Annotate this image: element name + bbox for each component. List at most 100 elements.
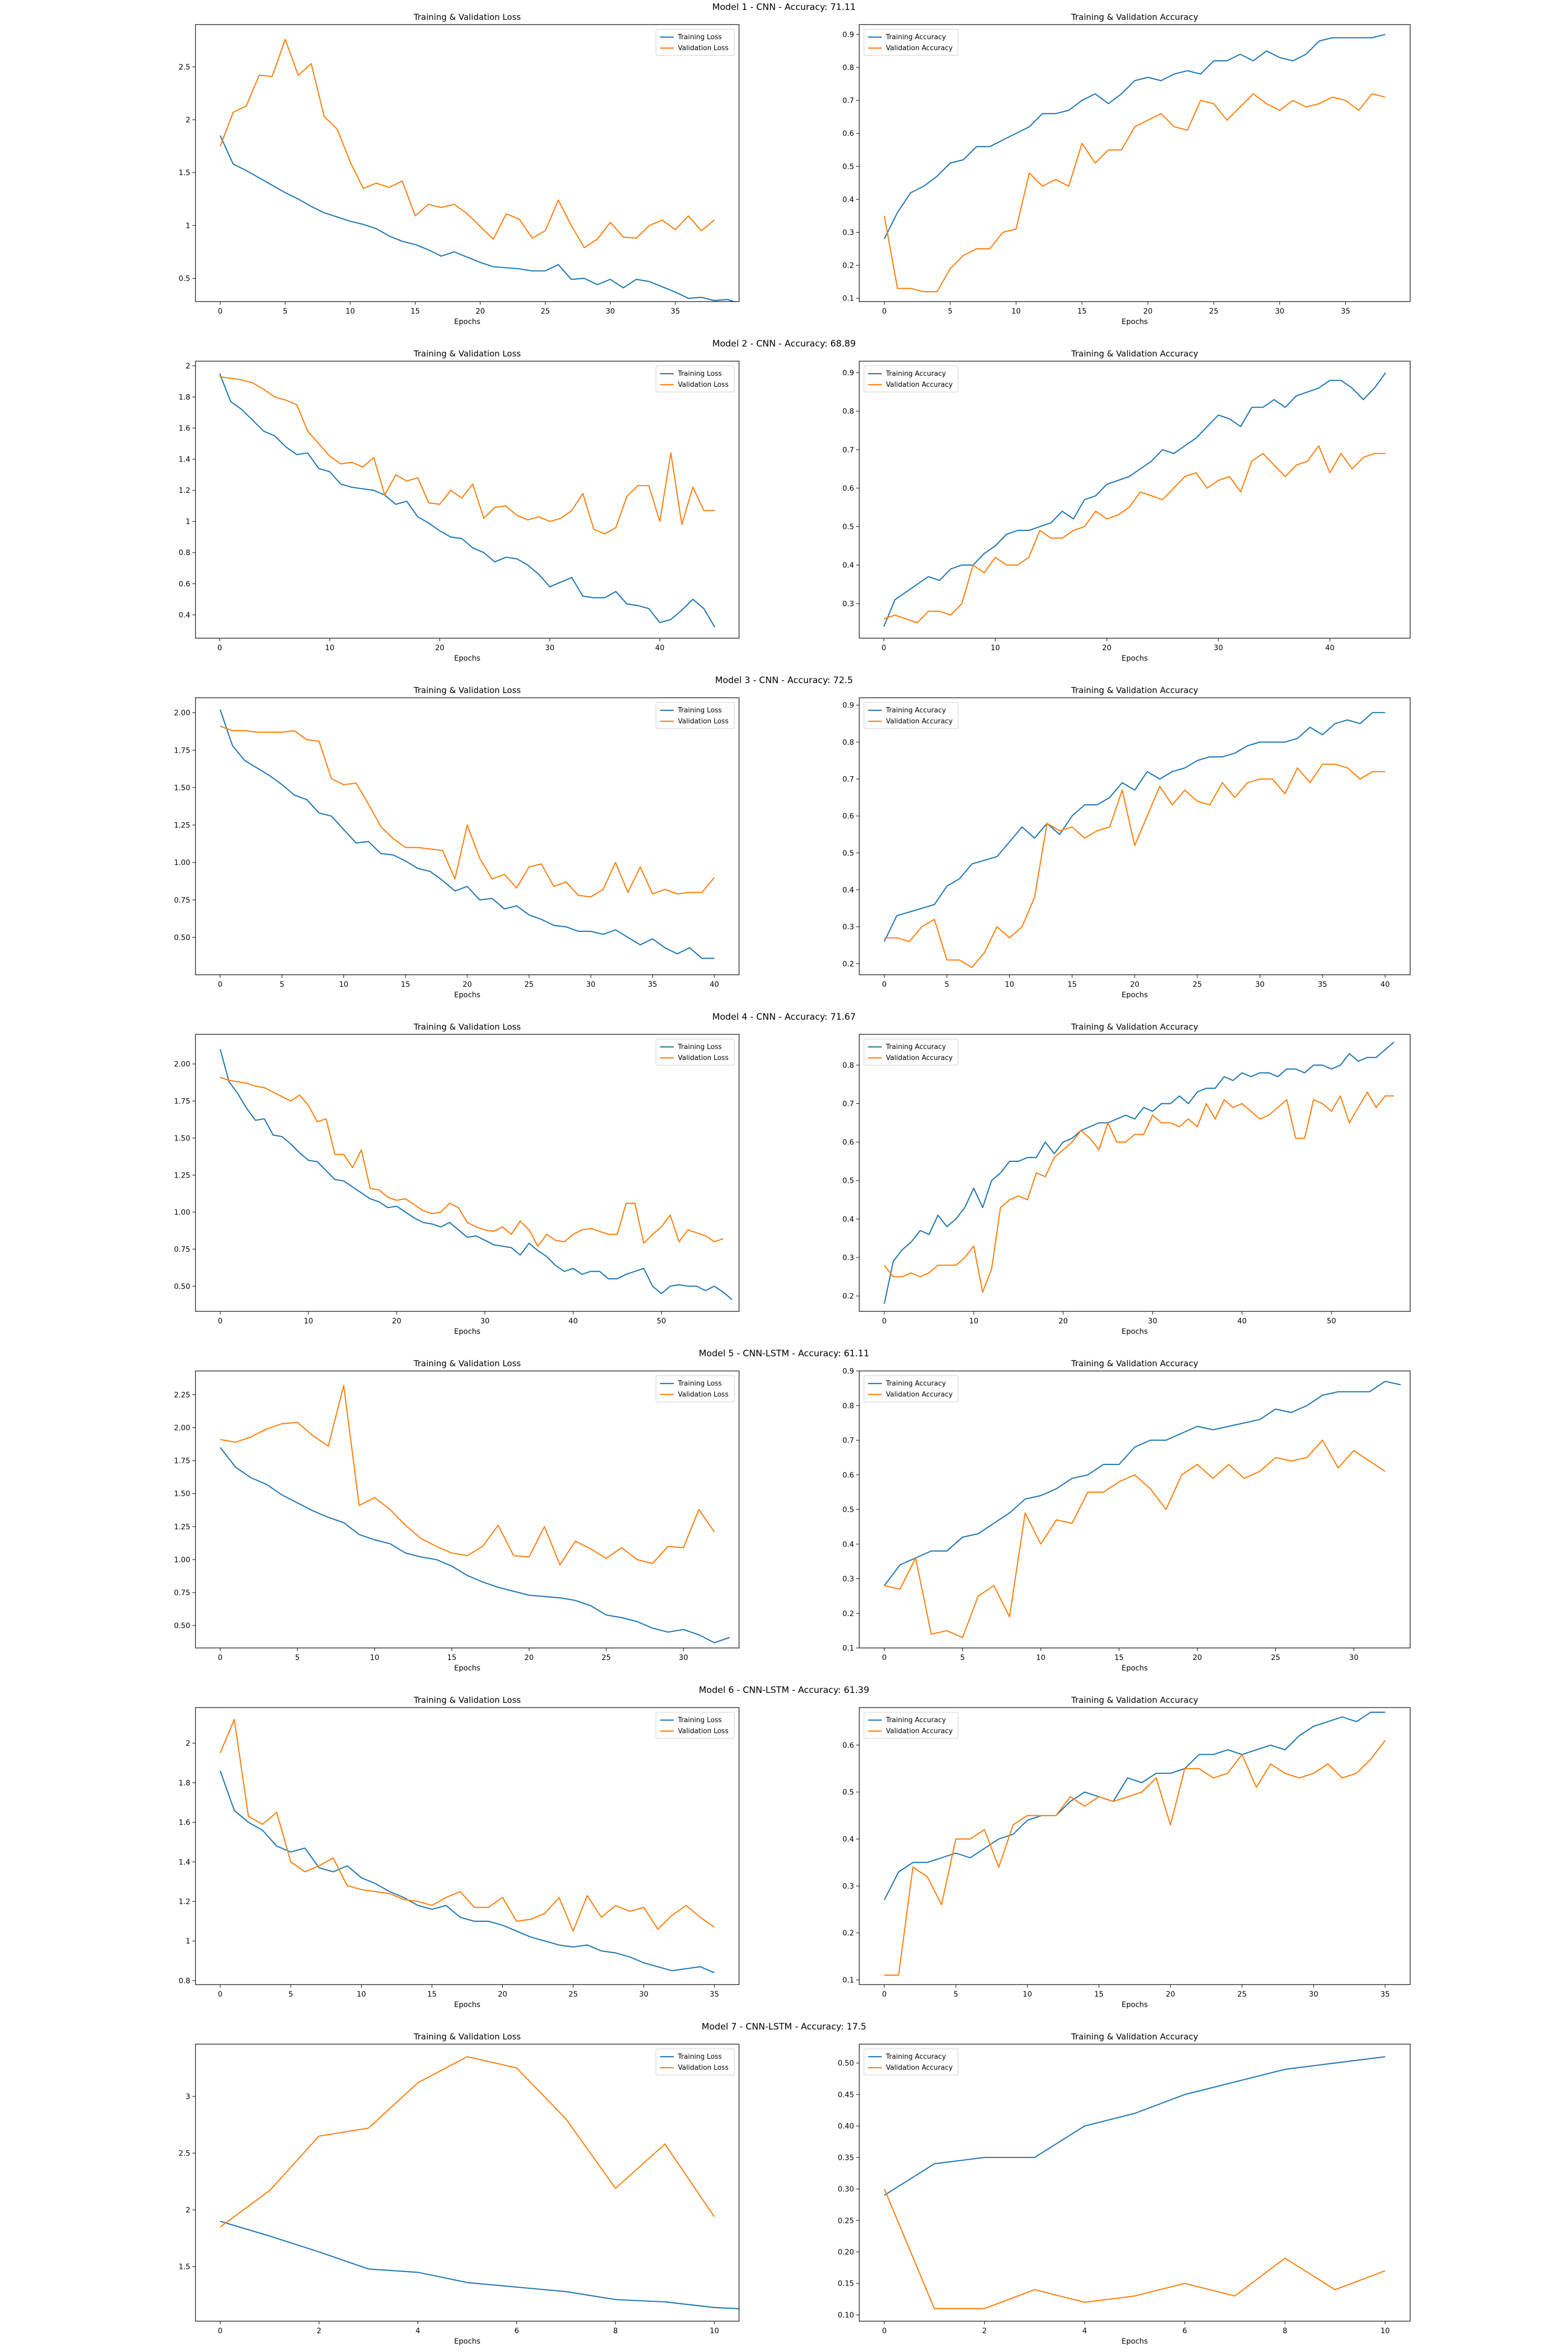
y-tick-label: 1.8	[179, 1779, 190, 1788]
x-tick-label: 15	[401, 981, 410, 989]
subplot-title: Training & Validation Loss	[413, 685, 521, 695]
x-tick-label: 20	[1102, 644, 1112, 652]
y-tick-label: 0.30	[838, 2185, 854, 2194]
y-tick-label: 0.8	[843, 1402, 854, 1410]
x-tick-label: 15	[1114, 1654, 1124, 1662]
y-tick-label: 2.25	[174, 1391, 190, 1399]
y-tick-label: 0.8	[843, 408, 854, 416]
y-tick-label: 0.1	[843, 1976, 854, 1985]
legend-label: Validation Loss	[678, 1054, 729, 1062]
x-tick-label: 30	[1255, 981, 1265, 989]
subplot-title: Training & Validation Loss	[413, 1695, 521, 1705]
plot-area	[220, 1385, 730, 1643]
x-tick-label: 15	[1094, 1990, 1104, 1999]
legend-box	[655, 1712, 735, 1739]
accuracy-validation-line	[884, 1439, 1386, 1639]
x-tick-label: 0	[882, 2327, 886, 2335]
y-tick-label: 0.75	[174, 1589, 190, 1597]
y-tick-label: 1.00	[174, 1208, 190, 1217]
x-axis-label: Epochs	[454, 2001, 480, 2009]
y-tick-label: 0.8	[843, 739, 854, 747]
subplot-title: Training & Validation Accuracy	[1071, 2032, 1198, 2042]
y-tick-label: 0.3	[843, 600, 854, 608]
x-tick-label: 0	[218, 981, 223, 989]
x-tick-label: 25	[1237, 1990, 1247, 1999]
legend: Training Accuracy Validation Accuracy	[863, 1712, 959, 1739]
y-tick-label: 0.8	[843, 64, 854, 72]
y-tick-label: 2.5	[179, 63, 190, 72]
y-tick-label: 1.25	[174, 822, 190, 830]
x-tick-label: 30	[606, 307, 615, 316]
legend-box	[863, 702, 959, 729]
accuracy-training-line	[883, 1041, 1394, 1304]
x-tick-label: 40	[569, 1317, 578, 1325]
x-axis-label: Epochs	[1122, 991, 1148, 999]
subplot-title: Training & Validation Accuracy	[1071, 685, 1198, 695]
y-tick-label: 0.6	[843, 1471, 854, 1480]
y-tick-label: 0.3	[843, 1882, 854, 1890]
x-tick-label: 20	[1130, 981, 1139, 989]
legend-label: Training Accuracy	[885, 33, 946, 41]
legend-box	[863, 1375, 959, 1402]
y-tick-label: 0.5	[843, 163, 854, 171]
axes-frame	[195, 1370, 740, 1648]
legend-label: Training Accuracy	[885, 1380, 946, 1388]
plot-area	[883, 372, 1386, 627]
y-tick-label: 0.6	[843, 485, 854, 493]
loss-subplot: Training & Validation Loss 0 10 20 30 40 0.4 0.…	[179, 349, 740, 663]
y-tick-label: 0.5	[843, 1506, 854, 1514]
plot-area	[220, 39, 736, 302]
axes-frame	[859, 24, 1411, 302]
legend: Training Loss Validation Loss	[655, 702, 735, 729]
accuracy-subplot: Training & Validation Accuracy 0 5 10 15 20 25…	[843, 1358, 1411, 1673]
y-tick-label: 0.9	[843, 701, 854, 710]
y-tick-label: 0.7	[843, 1100, 854, 1109]
y-tick-label: 1.6	[179, 1819, 190, 1827]
x-tick-label: 30	[1214, 644, 1223, 652]
plot-area	[220, 2056, 739, 2310]
legend-label: Validation Accuracy	[886, 1727, 953, 1735]
model-row-7: Model 7 - CNN-LSTM - Accuracy: 17.5Train…	[179, 2022, 1411, 2346]
legend-label: Training Accuracy	[885, 1716, 946, 1724]
loss-training-line	[220, 135, 736, 302]
y-tick-label: 0.6	[843, 812, 854, 821]
x-tick-label: 30	[1349, 1654, 1358, 1662]
y-tick-label: 0.4	[179, 611, 190, 619]
y-tick-label: 2.00	[174, 1424, 190, 1433]
x-axis-label: Epochs	[454, 1664, 480, 1673]
legend-box	[655, 29, 735, 56]
y-tick-label: 0.35	[838, 2154, 854, 2162]
axes-frame	[195, 1034, 740, 1312]
accuracy-validation-line	[883, 445, 1386, 624]
legend: Training Loss Validation Loss	[655, 1375, 735, 1402]
y-tick-label: 0.7	[843, 1437, 854, 1445]
loss-validation-line	[220, 376, 715, 535]
x-tick-label: 8	[613, 2327, 618, 2335]
axes-frame	[859, 1707, 1411, 1985]
y-tick-label: 0.75	[174, 896, 190, 905]
accuracy-subplot: Training & Validation Accuracy 0 2 4 6 8 10 0.1…	[838, 2032, 1411, 2346]
y-tick-label: 3	[186, 2093, 190, 2101]
x-tick-label: 35	[1341, 307, 1351, 316]
subplot-title: Training & Validation Loss	[413, 1358, 521, 1368]
x-tick-label: 0	[218, 1317, 223, 1325]
loss-validation-line	[220, 39, 715, 248]
y-tick-label: 0.3	[843, 923, 854, 931]
x-axis-label: Epochs	[1122, 654, 1148, 663]
plot-area	[883, 2056, 1386, 2309]
x-axis-label: Epochs	[1122, 1664, 1148, 1673]
x-tick-label: 10	[1011, 307, 1021, 316]
y-tick-label: 1.25	[174, 1171, 190, 1180]
y-tick-label: 0.5	[843, 849, 854, 858]
x-tick-label: 0	[218, 1654, 223, 1662]
legend: Training Accuracy Validation Accuracy	[863, 702, 959, 729]
y-tick-label: 1.2	[179, 1898, 190, 1906]
accuracy-training-line	[883, 1711, 1386, 1900]
y-tick-label: 1.8	[179, 393, 190, 401]
y-tick-label: 1.4	[179, 456, 190, 464]
x-tick-label: 8	[1283, 2327, 1287, 2335]
legend-box	[863, 29, 959, 56]
accuracy-training-line	[883, 372, 1386, 627]
legend: Training Loss Validation Loss	[655, 29, 735, 56]
subplot-title: Training & Validation Loss	[413, 1022, 521, 1032]
